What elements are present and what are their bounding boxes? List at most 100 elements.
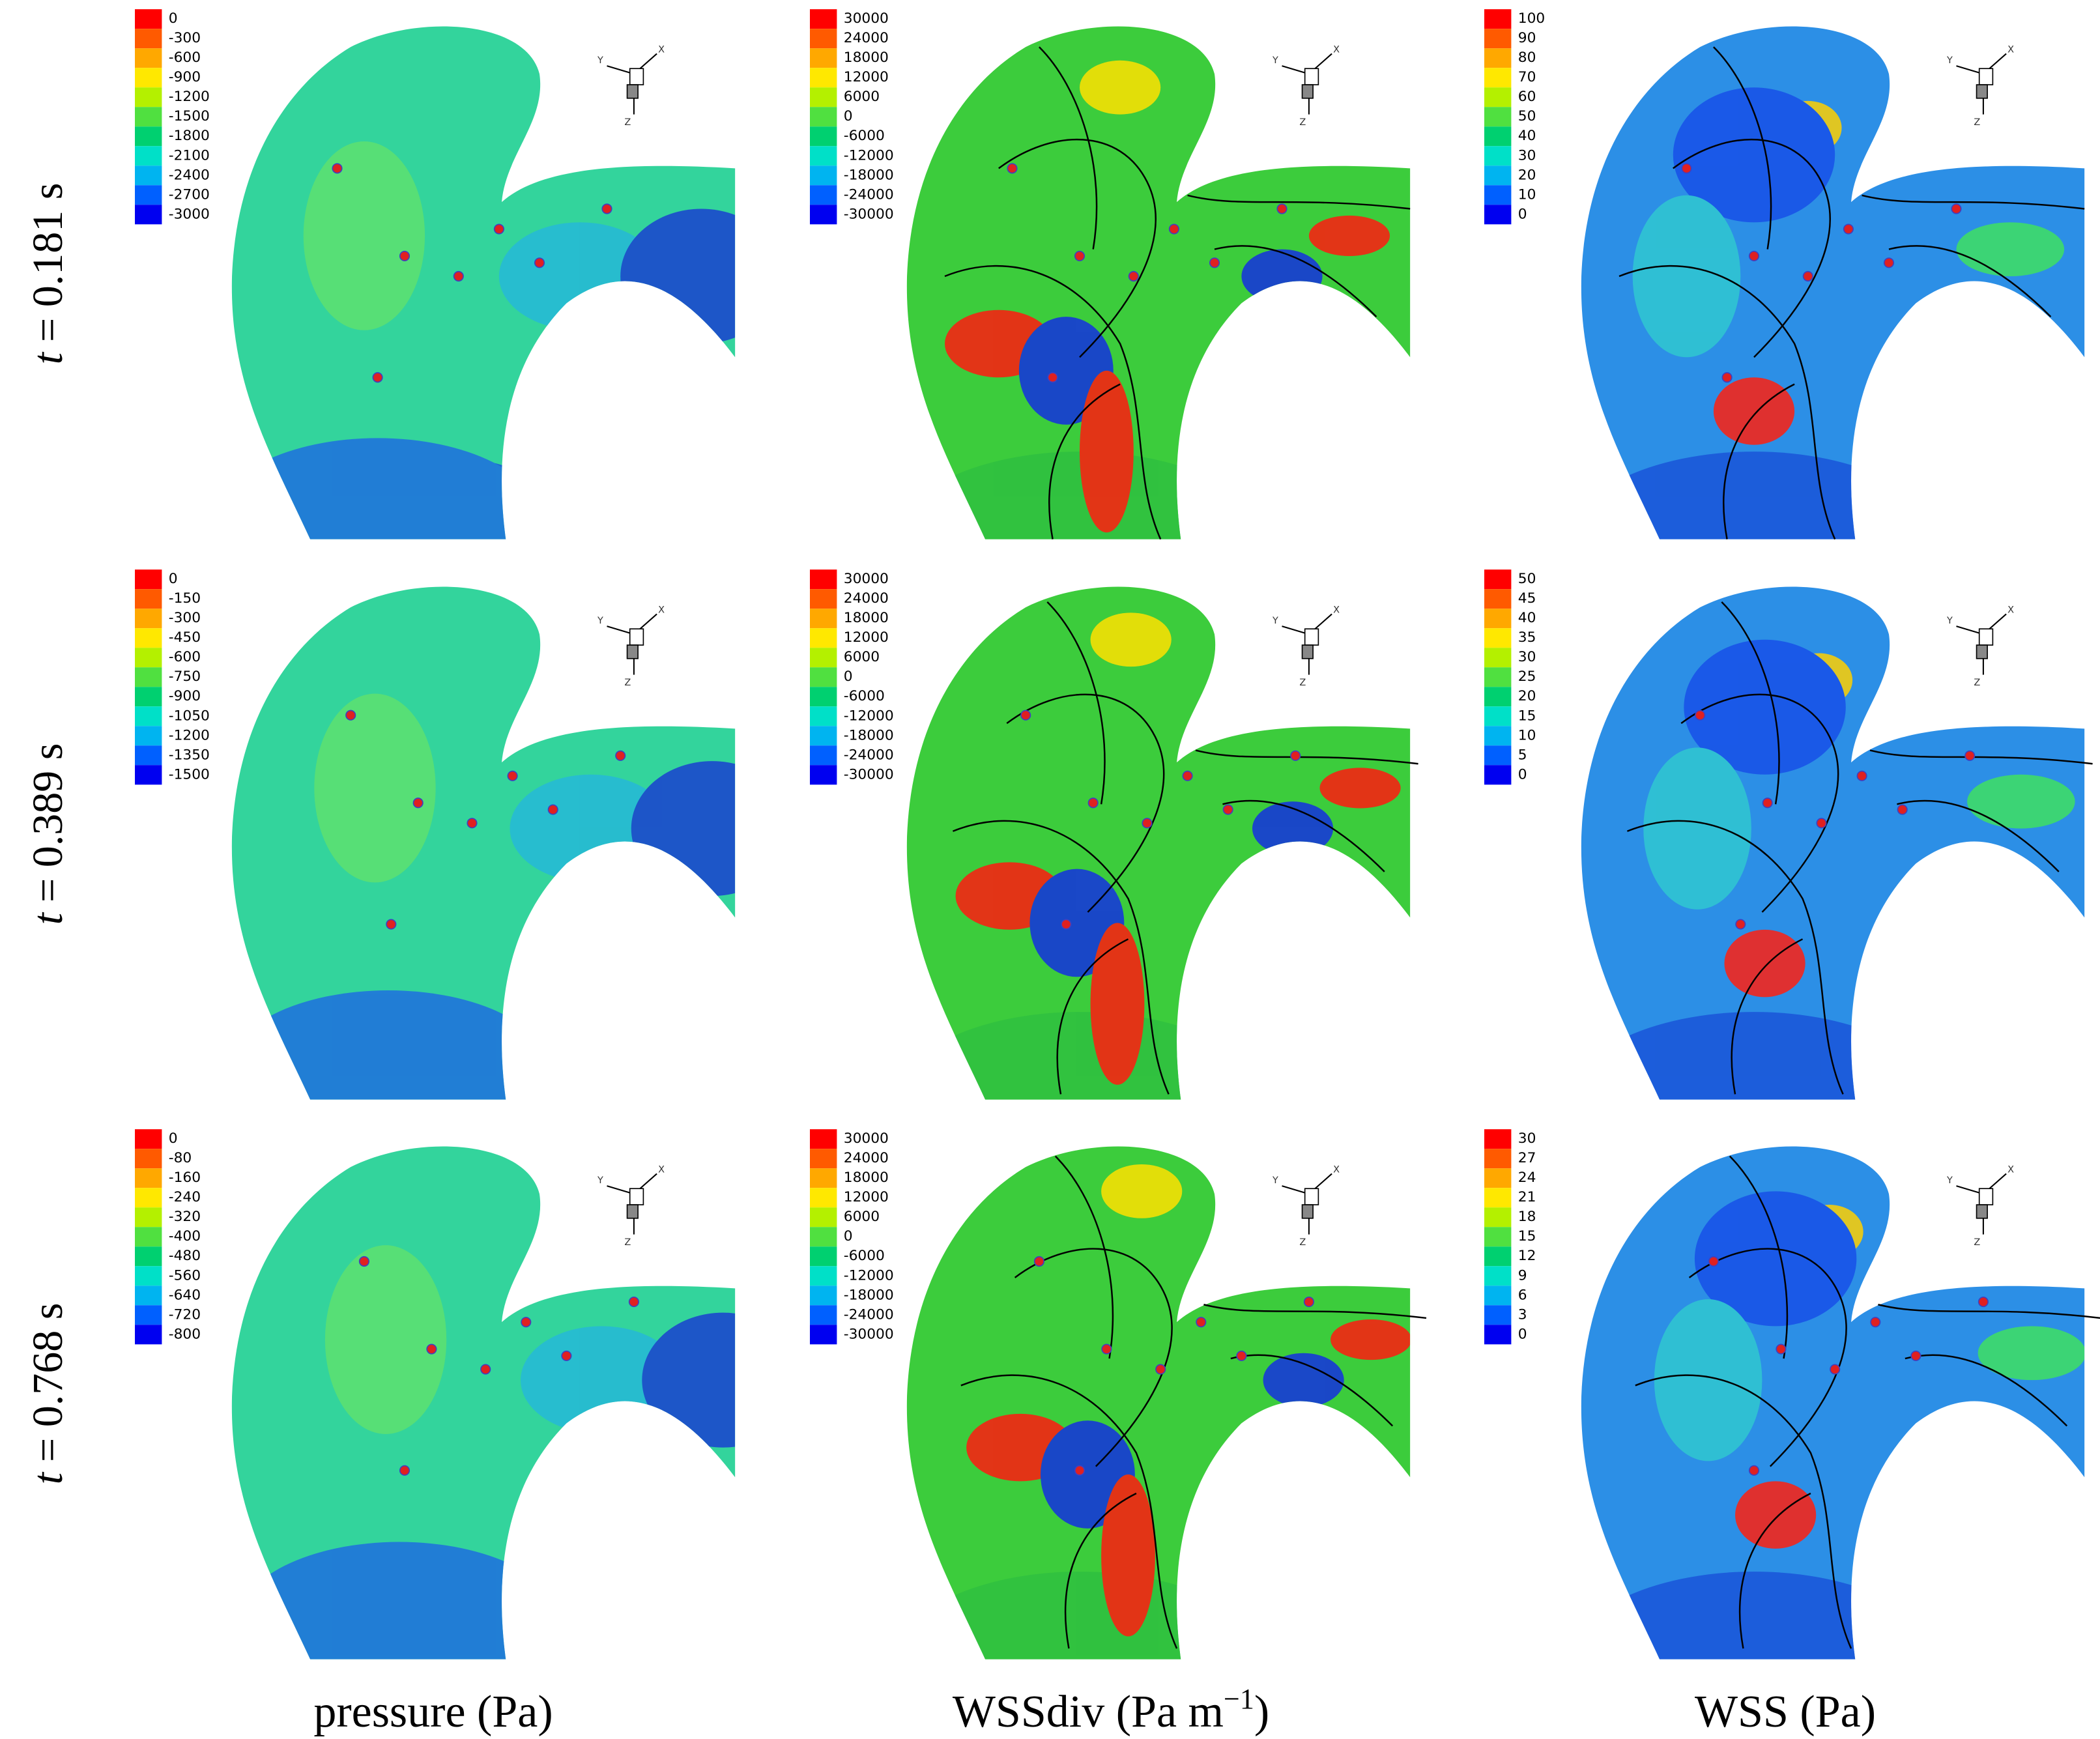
surface-region (1581, 452, 1943, 539)
colorbar-label: -750 (169, 668, 201, 685)
colorbar-swatch (1484, 667, 1512, 687)
surface-pattern (231, 1245, 736, 1660)
streamline (1064, 1492, 1137, 1649)
triad-label: X (658, 1164, 665, 1175)
colorbar-swatch (135, 87, 162, 108)
colorbar-swatch (810, 609, 837, 629)
critical-point (399, 1465, 410, 1476)
surface-region (314, 693, 436, 883)
column-label: WSS (Pa) (1695, 1687, 1876, 1737)
surface-region (1724, 929, 1805, 998)
surface-region (1956, 222, 2065, 276)
axis-triad: Y X Z (1272, 605, 1340, 688)
colorbar-swatch (1484, 648, 1512, 668)
surface-region (1654, 1299, 1762, 1461)
colorbar-swatch (1484, 1246, 1512, 1267)
colorbar-label: -400 (169, 1228, 201, 1244)
axis-triad: Y X Z (1272, 1164, 1340, 1248)
streamline (1006, 693, 1165, 913)
streamline (1713, 46, 1772, 250)
critical-point (1951, 203, 1962, 214)
surface-region (1252, 801, 1334, 855)
surface-region (1101, 1164, 1183, 1218)
axis-triad: Y X Z (1272, 44, 1340, 128)
colorbar-label: -1050 (169, 708, 210, 724)
axis-triad: Y X Z (597, 1164, 665, 1248)
critical-point (1870, 1317, 1881, 1328)
critical-point (628, 1297, 639, 1308)
colorbar-swatch (1484, 1286, 1512, 1306)
colorbar-swatch (810, 1325, 837, 1345)
row-label-var: t (24, 351, 72, 364)
surface-region (1330, 1319, 1411, 1360)
critical-point (1897, 804, 1908, 815)
critical-point (1762, 798, 1773, 809)
colorbar-label: -560 (169, 1267, 201, 1284)
colorbar-swatch (810, 1246, 837, 1267)
colorbar-label: -12000 (844, 708, 894, 724)
colorbar-label: 100 (1518, 10, 1545, 27)
colorbar-label: 40 (1518, 128, 1536, 144)
row-label-value: = 0.181 s (24, 183, 72, 342)
surface-region (1735, 1481, 1817, 1549)
colorbar-label: 0 (844, 108, 853, 124)
row-label-value: = 0.768 s (24, 1303, 72, 1462)
column-label-text: WSSdiv (Pa m (953, 1687, 1224, 1737)
streamline (1203, 1304, 1427, 1319)
colorbar-label: -6000 (844, 1248, 885, 1264)
colorbar-label: 0 (1518, 1326, 1527, 1342)
colorbar-label: 6 (1518, 1287, 1527, 1303)
colorbar-swatch (810, 1168, 837, 1188)
triad-label: X (658, 44, 665, 55)
colorbar-label: 90 (1518, 30, 1536, 46)
streamline (1230, 1354, 1394, 1427)
colorbar-label: 24000 (844, 1150, 889, 1166)
triad-box (1978, 628, 1994, 646)
critical-point (1978, 1297, 1989, 1308)
colorbar-swatch (135, 165, 162, 186)
critical-point (1748, 1465, 1760, 1476)
critical-point (399, 250, 410, 262)
colorbar-swatch (135, 1149, 162, 1169)
triad-label: X (1333, 1164, 1340, 1175)
colorbar-label: -12000 (844, 147, 894, 164)
colorbar-label: 30000 (844, 571, 889, 587)
colorbar-label: -30000 (844, 1326, 894, 1342)
triad-label: Z (624, 678, 631, 688)
triad-label: X (2007, 605, 2014, 615)
streamline (960, 1374, 1178, 1649)
colorbar-swatch (135, 29, 162, 49)
colorbar-label: -300 (169, 30, 201, 46)
colorbar-swatch (1484, 1207, 1512, 1228)
colorbar-label: -160 (169, 1170, 201, 1186)
critical-point (1142, 818, 1153, 829)
colorbar-label: -150 (169, 590, 201, 607)
colorbar-label: -1350 (169, 747, 210, 763)
critical-point (1047, 372, 1058, 383)
critical-point (386, 919, 397, 930)
colorbar-label: -3000 (169, 206, 210, 222)
colorbar-label: -450 (169, 629, 201, 646)
surface-region (642, 1312, 736, 1448)
triad-label: Y (1272, 1175, 1278, 1186)
colorbar-swatch (135, 1168, 162, 1188)
colorbar-swatch (135, 126, 162, 147)
triad-label: Y (1946, 55, 1953, 66)
critical-point (453, 270, 464, 282)
colorbar-swatch (810, 9, 837, 29)
column-label-text: pressure (Pa) (313, 1687, 553, 1737)
surface-pattern (906, 60, 1390, 539)
critical-point (1087, 798, 1099, 809)
colorbar-swatch (135, 706, 162, 726)
critical-point (1007, 163, 1018, 174)
colorbar-swatch (135, 589, 162, 609)
colorbar-label: -24000 (844, 186, 894, 203)
triad-box (1978, 68, 1994, 85)
colorbar-swatch (810, 1129, 837, 1149)
colorbar-swatch (135, 48, 162, 68)
colorbar-label: -1500 (169, 766, 210, 783)
colorbar-swatch (810, 1227, 837, 1247)
colorbar-label: -320 (169, 1209, 201, 1225)
colorbar-swatch (1484, 1266, 1512, 1286)
